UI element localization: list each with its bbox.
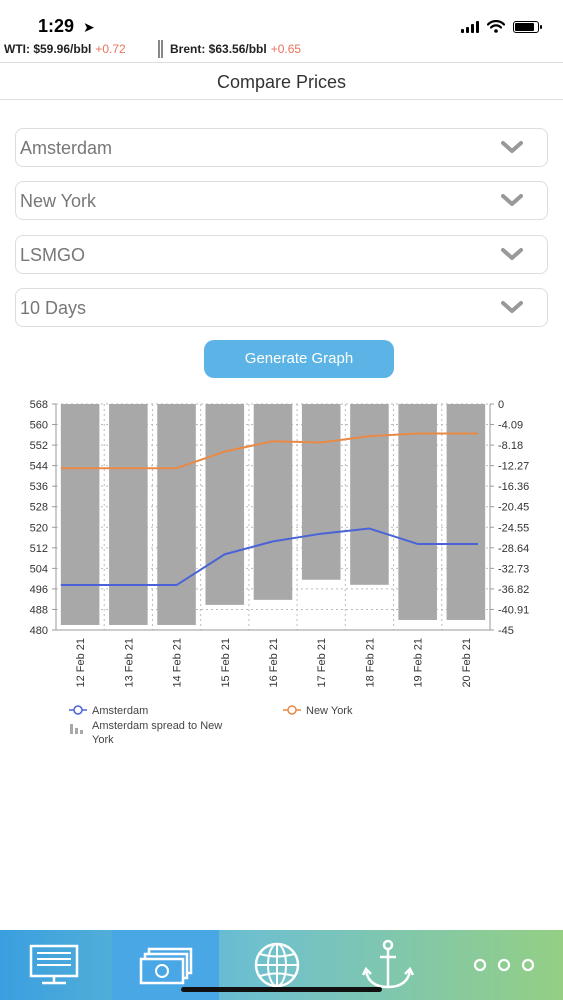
series-line-amsterdam	[60, 527, 478, 587]
right-axis-tick-label: -4.09	[498, 420, 523, 432]
status-icons	[461, 20, 542, 33]
legend-bar-icon	[75, 728, 78, 734]
spread-bar	[109, 404, 148, 625]
status-bar: 1:29 ➤	[0, 0, 563, 36]
left-axis-tick-label: 480	[30, 625, 48, 637]
status-time-text: 1:29	[38, 16, 75, 36]
spread-bar	[301, 404, 341, 580]
legend-label-spread-line2: York	[92, 734, 114, 746]
left-axis-tick-label: 512	[30, 543, 48, 555]
port1-value: Amsterdam	[20, 138, 113, 158]
right-axis-tick-label: -32.73	[498, 563, 529, 575]
period-value: 10 Days	[20, 298, 87, 318]
money-icon	[139, 947, 192, 985]
wti-change: +0.72	[95, 42, 126, 56]
anchor-icon	[361, 939, 414, 989]
x-axis-tick-label: 13 Feb 21	[123, 638, 135, 688]
legend-label-new-york: New York	[306, 705, 353, 717]
wti-price: WTI: $59.96/bbl	[4, 42, 92, 56]
x-axis-tick-label: 15 Feb 21	[220, 638, 232, 688]
port2-select[interactable]: New York	[15, 181, 548, 220]
legend-circle-icon	[73, 705, 83, 715]
period-select[interactable]: 10 Days	[15, 288, 548, 327]
spread-bar	[157, 404, 196, 625]
left-axis-tick-label: 496	[30, 584, 48, 596]
tab-ports[interactable]	[334, 930, 441, 1000]
left-axis-tick-label: 504	[30, 563, 48, 575]
brent-price: Brent: $63.56/bbl	[170, 42, 267, 56]
legend-label-amsterdam: Amsterdam	[92, 705, 148, 717]
x-axis-tick-label: 17 Feb 21	[316, 638, 328, 688]
brent-change: +0.65	[270, 42, 302, 56]
generate-graph-button[interactable]: Generate Graph	[204, 340, 394, 378]
left-axis-tick-label: 544	[30, 461, 48, 473]
left-axis-tick-label: 536	[30, 481, 48, 493]
wifi-icon	[487, 20, 505, 33]
monitor-icon	[29, 944, 78, 985]
right-axis-tick-label: -12.27	[498, 461, 529, 473]
right-axis-tick-label: -36.82	[498, 584, 529, 596]
x-axis-tick-label: 19 Feb 21	[413, 638, 425, 688]
spread-bar	[205, 404, 245, 605]
left-axis-tick-label: 520	[30, 522, 48, 534]
legend-circle-icon	[287, 705, 297, 715]
right-axis-tick-label: 0	[498, 399, 504, 411]
legend-bar-icon	[70, 724, 73, 734]
left-axis-tick-label: 528	[30, 502, 48, 514]
right-axis-tick-label: -45	[498, 625, 514, 637]
x-axis-tick-label: 16 Feb 21	[268, 638, 280, 688]
left-axis-tick-label: 560	[30, 420, 48, 432]
tab-world[interactable]	[223, 930, 330, 1000]
price-ticker: WTI: $59.96/bbl +0.72 Brent: $63.56/bbl …	[0, 38, 563, 60]
cellular-signal-icon	[461, 21, 479, 33]
chevron-down-icon	[501, 141, 523, 153]
chevron-down-icon	[501, 301, 523, 313]
location-arrow-icon: ➤	[83, 19, 95, 35]
grade-select[interactable]: LSMGO	[15, 235, 548, 274]
spread-bar	[60, 404, 100, 625]
ticker-divider	[158, 40, 163, 58]
port1-select[interactable]: Amsterdam	[15, 128, 548, 167]
spread-bar	[398, 404, 437, 620]
tab-more[interactable]	[450, 930, 557, 1000]
x-axis-tick-label: 18 Feb 21	[364, 638, 376, 688]
x-axis-tick-label: 14 Feb 21	[172, 638, 184, 688]
ticker-brent: Brent: $63.56/bbl +0.65	[170, 42, 301, 56]
spread-bar	[446, 404, 486, 620]
chevron-down-icon	[501, 248, 523, 260]
right-axis-tick-label: -16.36	[498, 481, 529, 493]
left-axis-tick-label: 552	[30, 440, 48, 452]
chevron-down-icon	[501, 194, 523, 206]
legend-label-spread-line1: Amsterdam spread to New	[92, 720, 222, 732]
left-axis-tick-label: 488	[30, 604, 48, 616]
left-axis-tick-label: 568	[30, 399, 48, 411]
x-axis-tick-label: 20 Feb 21	[461, 638, 473, 688]
home-indicator	[181, 987, 382, 992]
right-axis-tick-label: -20.45	[498, 502, 529, 514]
more-dots-icon	[473, 958, 534, 972]
right-axis-tick-label: -8.18	[498, 440, 523, 452]
battery-icon	[513, 21, 542, 33]
right-axis-tick-label: -28.64	[498, 543, 529, 555]
price-comparison-chart: 568 560 552 544 536 528 520 512 504 496 488 480 0 -4.…	[30, 399, 530, 746]
tab-dashboard[interactable]	[0, 930, 107, 1000]
x-axis-tick-label: 12 Feb 21	[75, 638, 87, 688]
ticker-wti: WTI: $59.96/bbl +0.72	[4, 42, 126, 56]
series-line-new-york	[60, 432, 478, 470]
status-time: 1:29 ➤	[38, 16, 95, 37]
spread-bar	[350, 404, 389, 585]
right-axis-tick-label: -40.91	[498, 604, 529, 616]
right-axis-tick-label: -24.55	[498, 522, 529, 534]
globe-icon	[254, 942, 299, 988]
legend-bar-icon	[80, 730, 83, 734]
grade-value: LSMGO	[20, 245, 86, 265]
spread-bar	[253, 404, 293, 600]
page-title: Compare Prices	[0, 62, 563, 100]
port2-value: New York	[20, 191, 97, 211]
